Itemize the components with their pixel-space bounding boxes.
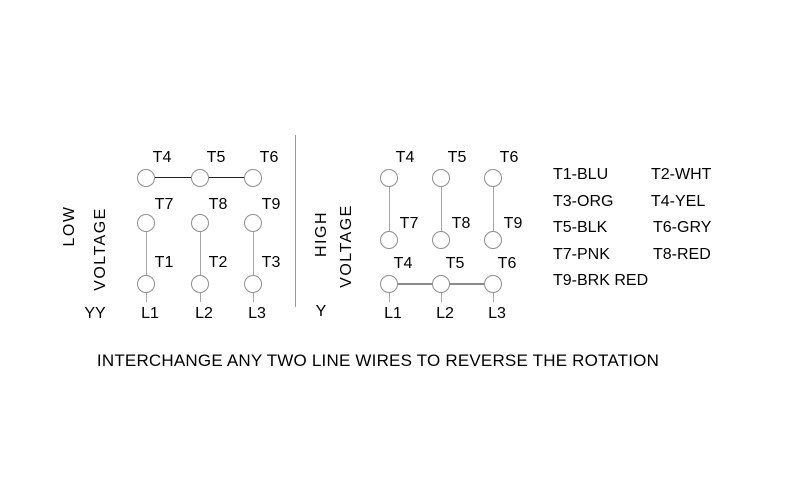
high-section-label-voltage: VOLTAGE — [338, 204, 355, 288]
terminal-circle — [484, 231, 502, 249]
terminal-circle — [432, 169, 450, 187]
terminal-circle — [380, 231, 398, 249]
wire — [252, 232, 254, 275]
terminal-label: T4 — [152, 149, 172, 166]
terminal-label: T6 — [259, 149, 279, 166]
line-label: L2 — [195, 305, 213, 322]
terminal-label: T6 — [499, 149, 519, 166]
terminal-label: T9 — [503, 215, 523, 232]
line-label: L1 — [141, 305, 159, 322]
wire — [492, 293, 494, 302]
terminal-circle — [191, 214, 209, 232]
terminal-circle — [137, 169, 155, 187]
high-connection-type-label: Y — [315, 303, 327, 320]
terminal-circle — [244, 169, 262, 187]
legend-entry: T9-BRK RED — [553, 272, 649, 289]
wire — [145, 293, 147, 302]
legend-entry: T8-RED — [653, 246, 711, 263]
terminal-circle — [244, 214, 262, 232]
terminal-circle — [191, 169, 209, 187]
terminal-label: T5 — [447, 149, 467, 166]
section-divider — [295, 135, 296, 307]
wire — [440, 293, 442, 302]
wire — [145, 232, 147, 275]
low-section-label: LOW — [61, 205, 78, 247]
low-connection-type-label: YY — [84, 305, 106, 322]
high-section-label: HIGH — [313, 211, 330, 257]
wire — [492, 187, 494, 231]
terminal-label: T3 — [261, 254, 281, 271]
wire — [388, 293, 390, 302]
terminal-circle — [244, 275, 262, 293]
rotation-instruction-caption: INTERCHANGE ANY TWO LINE WIRES TO REVERS… — [96, 351, 660, 370]
terminal-label: T4 — [395, 149, 415, 166]
terminal-label: T7 — [154, 196, 174, 213]
terminal-circle — [137, 275, 155, 293]
terminal-circle — [380, 169, 398, 187]
terminal-label: T5 — [445, 255, 465, 272]
legend-entry: T5-BLK — [553, 219, 608, 236]
terminal-circle — [380, 275, 398, 293]
terminal-circle — [484, 169, 502, 187]
terminal-circle — [484, 275, 502, 293]
terminal-label: T2 — [208, 254, 228, 271]
terminal-label: T8 — [208, 196, 228, 213]
legend-entry: T1-BLU — [553, 166, 609, 183]
terminal-label: T4 — [393, 255, 413, 272]
terminal-label: T9 — [261, 196, 281, 213]
terminal-circle — [137, 214, 155, 232]
low-section-label-voltage: VOLTAGE — [92, 207, 109, 291]
wire — [199, 232, 201, 275]
terminal-circle — [432, 275, 450, 293]
wire — [440, 187, 442, 231]
legend-entry: T6-GRY — [653, 219, 712, 236]
terminal-circle — [191, 275, 209, 293]
legend-entry: T4-YEL — [651, 193, 706, 210]
terminal-label: T1 — [154, 254, 174, 271]
line-label: L3 — [248, 305, 266, 322]
terminal-label: T8 — [451, 215, 471, 232]
wire — [252, 293, 254, 302]
wire — [388, 187, 390, 231]
legend-entry: T7-PNK — [553, 246, 610, 263]
legend-entry: T2-WHT — [651, 166, 712, 183]
terminal-label: T7 — [399, 215, 419, 232]
line-label: L2 — [436, 305, 454, 322]
legend-entry: T3-ORG — [553, 193, 614, 210]
wire — [199, 293, 201, 302]
terminal-label: T5 — [206, 149, 226, 166]
terminal-label: T6 — [497, 255, 517, 272]
terminal-circle — [432, 231, 450, 249]
line-label: L3 — [488, 305, 506, 322]
line-label: L1 — [384, 305, 402, 322]
